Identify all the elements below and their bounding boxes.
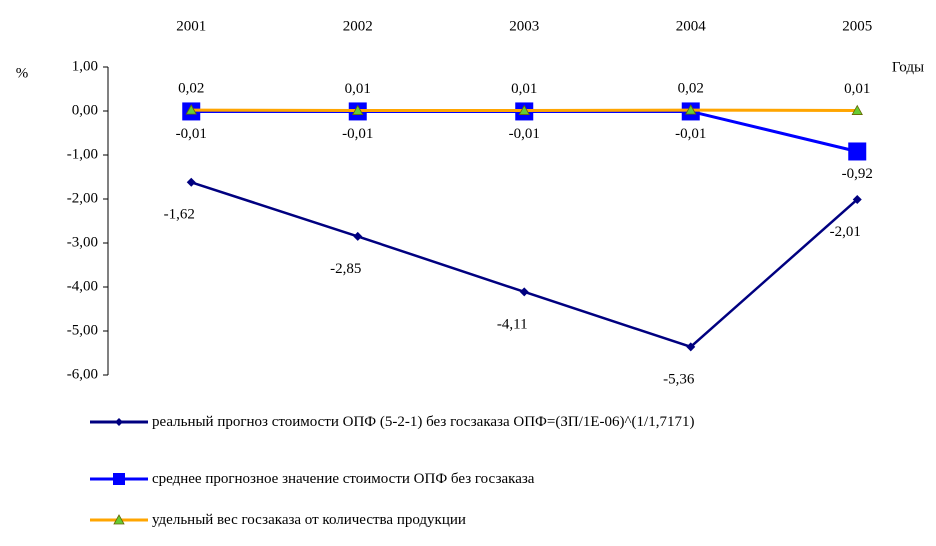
marker (852, 194, 862, 204)
x-tick-label: 2005 (842, 18, 872, 34)
marker (186, 177, 196, 187)
data-label: -2,01 (830, 224, 861, 240)
legend-label: реальный прогноз стоимости ОПФ (5-2-1) б… (152, 414, 695, 430)
data-label: 0,01 (511, 81, 537, 97)
y-tick-label: -3,00 (67, 234, 98, 250)
data-label: 0,02 (178, 81, 204, 97)
legend-marker (113, 514, 125, 525)
legend-marker (115, 418, 123, 426)
y-tick-label: -4,00 (67, 278, 98, 294)
data-label: -0,01 (509, 126, 540, 142)
marker (185, 104, 197, 115)
legend-label: удельный вес госзаказа от количества про… (152, 512, 466, 528)
x-axis-label: Годы (892, 59, 924, 75)
marker (353, 231, 363, 241)
data-label: -5,36 (663, 371, 695, 387)
x-tick-label: 2004 (676, 18, 707, 34)
legend-label: среднее прогнозное значение стоимости ОП… (152, 471, 535, 487)
x-tick-label: 2002 (343, 18, 373, 34)
y-tick-label: -6,00 (67, 366, 98, 382)
marker (352, 104, 364, 115)
marker (685, 104, 697, 115)
y-tick-label: 1,00 (72, 58, 98, 74)
data-label: -1,62 (164, 207, 195, 223)
y-tick-label: 0,00 (72, 102, 98, 118)
data-label: 0,01 (844, 81, 870, 97)
data-label: -4,11 (497, 316, 528, 332)
y-tick-label: -5,00 (67, 322, 98, 338)
data-label: -0,01 (176, 126, 207, 142)
data-label: 0,01 (345, 81, 371, 97)
data-label: -2,85 (330, 261, 361, 277)
legend-marker (113, 473, 125, 485)
marker (851, 104, 863, 115)
data-label: 0,02 (678, 81, 704, 97)
y-axis-label: % (16, 65, 29, 81)
data-label: -0,92 (842, 166, 873, 182)
y-tick-label: -1,00 (67, 146, 98, 162)
marker (518, 104, 530, 115)
marker (686, 342, 696, 352)
data-label: -0,01 (342, 126, 373, 142)
marker (519, 287, 529, 297)
y-tick-label: -2,00 (67, 190, 98, 206)
data-label: -0,01 (675, 126, 706, 142)
x-tick-label: 2001 (176, 18, 206, 34)
marker (848, 142, 867, 161)
x-tick-label: 2003 (509, 18, 539, 34)
